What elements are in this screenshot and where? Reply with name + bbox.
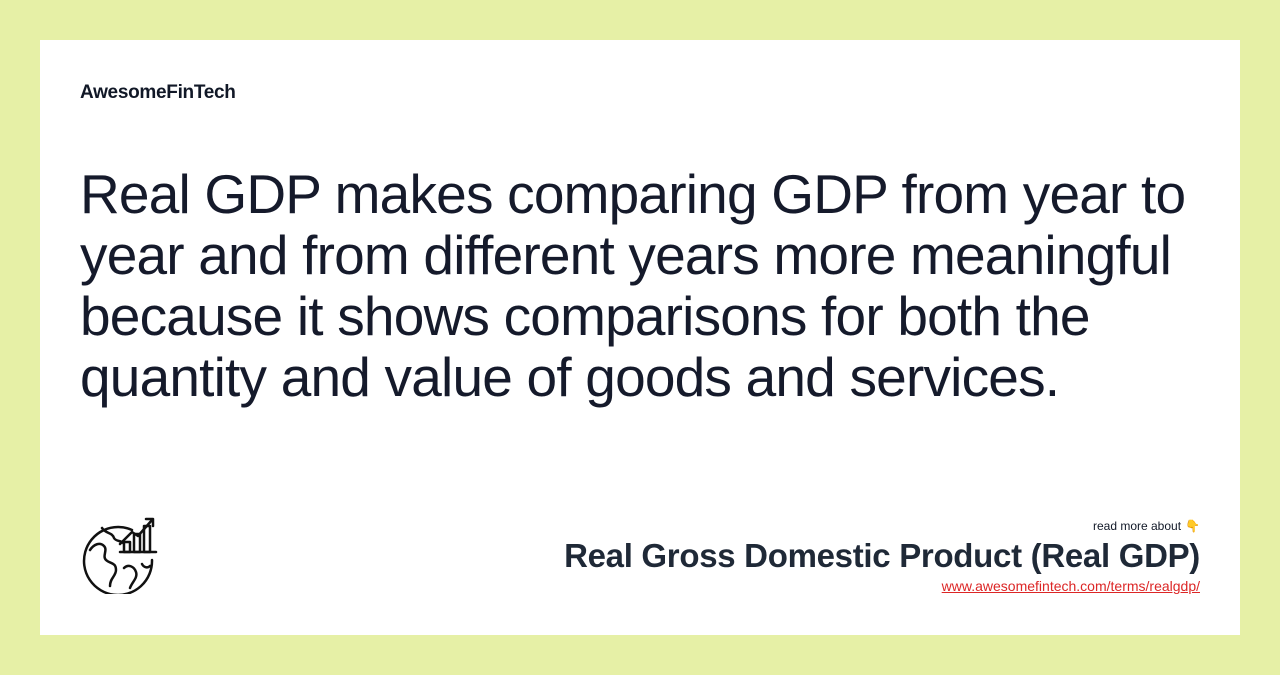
globe-with-bar-chart-icon (82, 517, 158, 594)
term-footer: read more about 👇 Real Gross Domestic Pro… (564, 517, 1200, 596)
brand-logo-text[interactable]: AwesomeFinTech (80, 82, 236, 103)
quote-text: Real GDP makes comparing GDP from year t… (80, 163, 1186, 408)
pointing-down-icon: 👇 (1185, 519, 1200, 533)
term-title[interactable]: Real Gross Domestic Product (Real GDP) (564, 537, 1200, 574)
read-more-label: read more about 👇 (1092, 519, 1200, 533)
term-link[interactable]: www.awesomefintech.com/terms/realgdp/ (941, 578, 1200, 594)
quote-card: AwesomeFinTech Real GDP makes comparing … (40, 40, 1240, 635)
